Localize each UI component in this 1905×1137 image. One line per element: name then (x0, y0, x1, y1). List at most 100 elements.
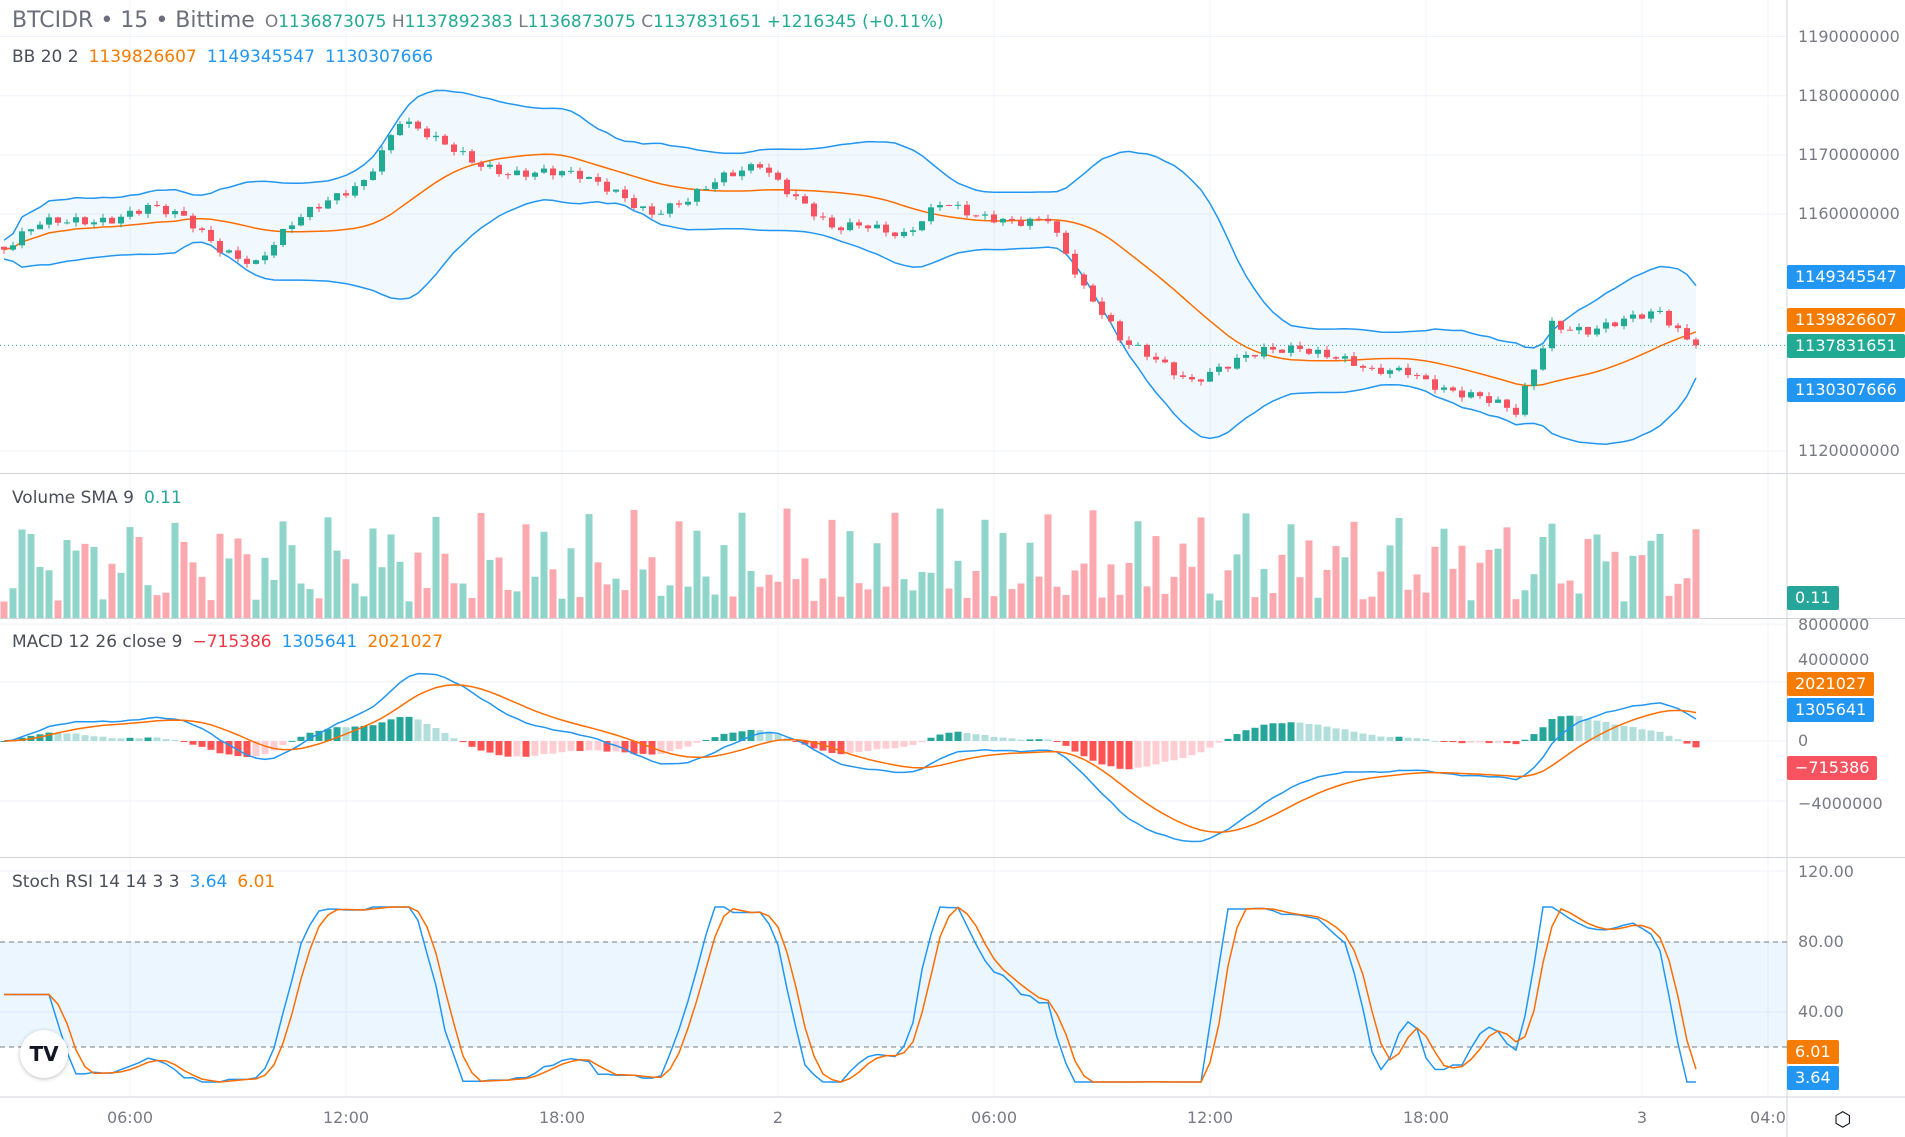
candle-body (703, 188, 709, 190)
candle-body (838, 227, 844, 231)
macd-histogram-bar (1521, 739, 1529, 741)
candle-body (91, 222, 97, 225)
macd-histogram-bar (729, 732, 737, 741)
ohlc: O1136873075 H1137892383 L1136873075 C113… (265, 12, 944, 32)
volume-bar (153, 595, 161, 618)
bb-lower-value: 1130307666 (324, 47, 434, 67)
candle-body (487, 164, 493, 167)
macd-histogram-bar (1467, 741, 1475, 743)
candle-body (397, 123, 403, 136)
candle-body (100, 217, 106, 223)
candle-body (19, 231, 25, 246)
candle-body (460, 151, 466, 153)
macd-histogram-bar (774, 734, 782, 741)
volume-bar (504, 589, 512, 618)
volume-bar (549, 569, 557, 618)
volume-bar (729, 596, 737, 618)
candle-body (910, 230, 916, 232)
macd-histogram-bar (1422, 738, 1430, 741)
logo-text: TV (29, 1042, 59, 1066)
volume-bar (63, 539, 71, 618)
volume-bar (1170, 576, 1178, 618)
volume-bar (117, 572, 125, 618)
volume-bar (297, 583, 305, 618)
candle-body (775, 172, 781, 180)
macd-histogram-bar (477, 741, 485, 751)
macd-histogram-bar (1404, 737, 1412, 741)
candle-body (1405, 367, 1411, 376)
candle-body (1234, 357, 1240, 369)
volume-bar (99, 599, 107, 618)
macd-histogram-bar (855, 741, 863, 752)
macd-histogram-bar (999, 737, 1007, 741)
macd-histogram-bar (1287, 722, 1295, 741)
candle-body (1180, 375, 1186, 377)
volume-bar (1080, 563, 1088, 618)
candle-body (325, 200, 331, 209)
bb-legend[interactable]: BB 20 2 1139826607 1149345547 1130307666 (12, 47, 433, 67)
candle-body (1324, 349, 1330, 358)
macd-histogram-bar (567, 741, 575, 751)
macd-legend[interactable]: MACD 12 26 close 9 −715386 1305641 20210… (12, 632, 443, 652)
volume-bar (9, 588, 17, 618)
macd-histogram-bar (234, 741, 242, 757)
candle-body (1576, 327, 1582, 331)
volume-bar (423, 588, 431, 618)
macd-histogram-bar (144, 737, 152, 741)
volume-bar (405, 601, 413, 618)
macd-histogram-bar (1170, 741, 1178, 761)
macd-histogram-bar (1071, 741, 1079, 752)
macd-histogram-bar (1674, 739, 1682, 741)
macd-histogram-bar (270, 741, 278, 751)
macd-histogram-bar (1017, 739, 1025, 741)
macd-histogram-bar (873, 741, 881, 750)
macd-histogram-bar (216, 741, 224, 754)
chart-settings-icon[interactable]: ⬡ (1834, 1107, 1852, 1131)
volume-bar (54, 600, 62, 618)
volume-bar (612, 578, 620, 618)
volume-bar (1071, 570, 1079, 618)
stoch-k-value: 3.64 (189, 872, 228, 892)
volume-bar (900, 579, 908, 618)
candle-body (136, 210, 142, 214)
candle-body (1099, 301, 1105, 315)
volume-bar (261, 557, 269, 618)
volume-bar (1422, 592, 1430, 618)
macd-histogram-bar (1260, 724, 1268, 741)
stoch-legend[interactable]: Stoch RSI 14 14 3 3 3.64 6.01 (12, 872, 275, 892)
volume-bar (531, 576, 539, 618)
macd-histogram-bar (135, 738, 143, 741)
volume-bar (90, 546, 98, 618)
bb-basis-badge: 1139826607 (1787, 308, 1905, 332)
volume-bar (963, 597, 971, 618)
volume-bar (315, 598, 323, 618)
volume-legend[interactable]: Volume SMA 9 0.11 (12, 488, 182, 508)
symbol-title[interactable]: BTCIDR • 15 • Bittime (12, 8, 255, 33)
time-axis-label: 18:00 (538, 1108, 586, 1127)
volume-bar (1530, 574, 1538, 618)
macd-histogram-bar (972, 734, 980, 741)
volume-bar (252, 599, 260, 618)
macd-histogram-bar (1458, 741, 1466, 744)
macd-histogram-bar (369, 725, 377, 741)
signal-badge: 2021027 (1787, 672, 1875, 696)
tradingview-logo[interactable]: TV (20, 1030, 68, 1078)
o-label: O (264, 12, 279, 32)
macd-histogram-bar (1233, 734, 1241, 741)
macd-histogram-bar (180, 741, 188, 742)
volume-bar (873, 543, 881, 618)
candle-body (712, 182, 718, 189)
macd-histogram-bar (1323, 726, 1331, 741)
macd-histogram-bar (1494, 741, 1502, 743)
macd-histogram-bar (927, 737, 935, 741)
volume-bar (1638, 555, 1646, 618)
macd-histogram-bar (405, 716, 413, 741)
macd-label: MACD 12 26 close 9 (12, 632, 183, 652)
candle-body (829, 217, 835, 228)
volume-bar (864, 589, 872, 618)
volume-bar (225, 558, 233, 618)
macd-histogram-bar (1116, 741, 1124, 769)
macd-histogram-bar (558, 741, 566, 753)
candle-body (163, 206, 169, 215)
